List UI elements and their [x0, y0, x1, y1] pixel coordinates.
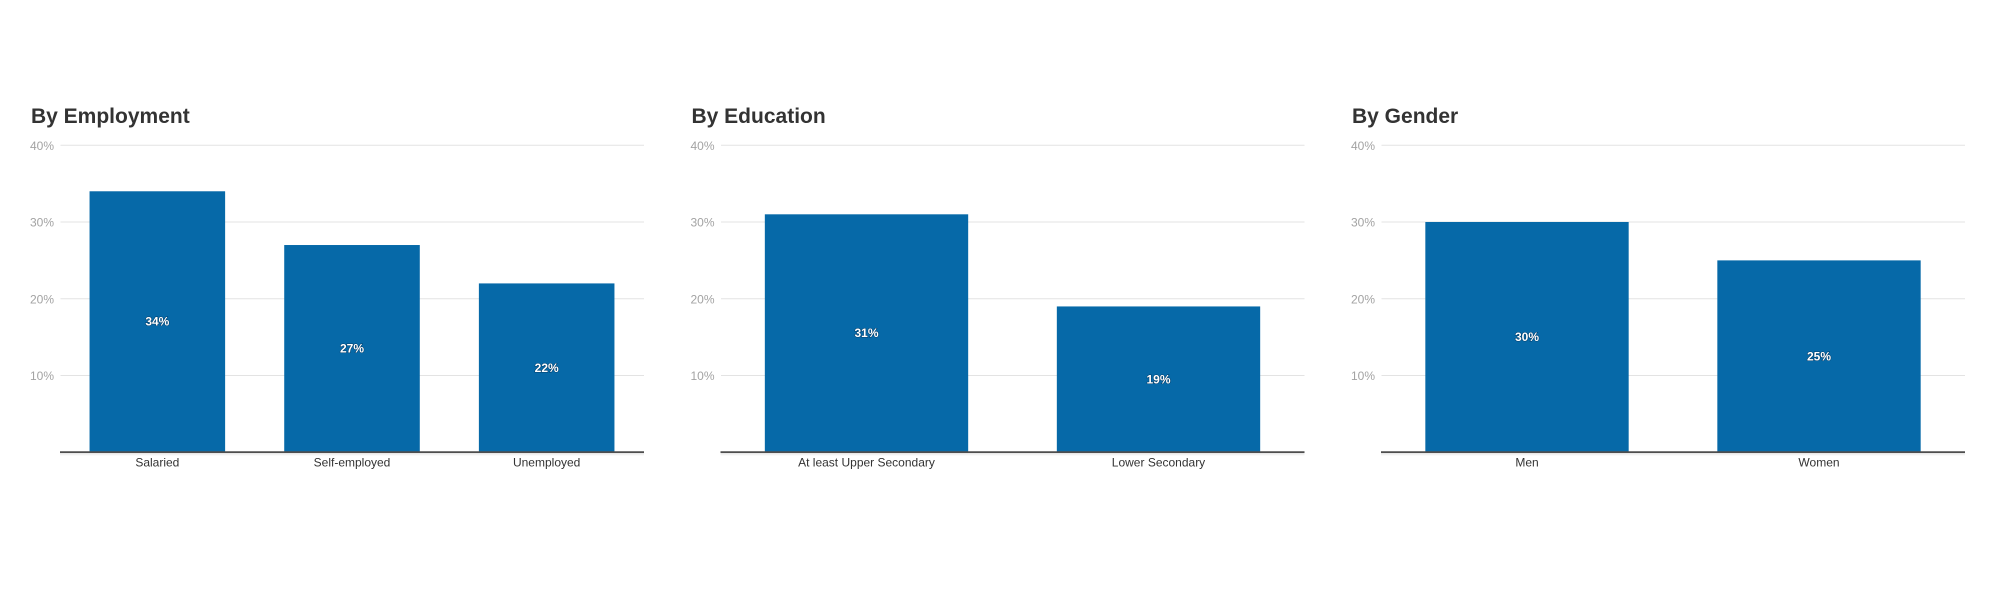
svg-text:25%: 25%	[1807, 349, 1831, 363]
svg-text:Women: Women	[1798, 456, 1839, 470]
svg-text:30%: 30%	[30, 216, 54, 230]
svg-text:30%: 30%	[690, 216, 714, 230]
svg-text:Self-employed: Self-employed	[314, 456, 391, 470]
svg-text:30%: 30%	[1351, 216, 1375, 230]
svg-text:10%: 10%	[690, 369, 714, 383]
svg-text:19%: 19%	[1146, 372, 1170, 386]
svg-text:40%: 40%	[690, 139, 714, 153]
svg-text:40%: 40%	[1351, 139, 1375, 153]
svg-text:27%: 27%	[340, 342, 364, 356]
svg-text:By Gender: By Gender	[1352, 105, 1458, 128]
svg-text:By Employment: By Employment	[31, 105, 190, 128]
svg-text:34%: 34%	[145, 315, 169, 329]
svg-text:20%: 20%	[1351, 292, 1375, 306]
svg-text:40%: 40%	[30, 139, 54, 153]
svg-text:By Education: By Education	[692, 105, 826, 128]
svg-text:Men: Men	[1515, 456, 1538, 470]
svg-text:31%: 31%	[854, 326, 878, 340]
svg-text:At least Upper Secondary: At least Upper Secondary	[798, 456, 935, 470]
svg-text:22%: 22%	[535, 361, 559, 375]
svg-text:10%: 10%	[30, 369, 54, 383]
svg-text:30%: 30%	[1515, 330, 1539, 344]
svg-text:Unemployed: Unemployed	[513, 456, 580, 470]
svg-text:10%: 10%	[1351, 369, 1375, 383]
svg-text:20%: 20%	[30, 292, 54, 306]
svg-text:Salaried: Salaried	[135, 456, 179, 470]
svg-text:Lower Secondary: Lower Secondary	[1112, 456, 1205, 470]
svg-text:20%: 20%	[690, 292, 714, 306]
